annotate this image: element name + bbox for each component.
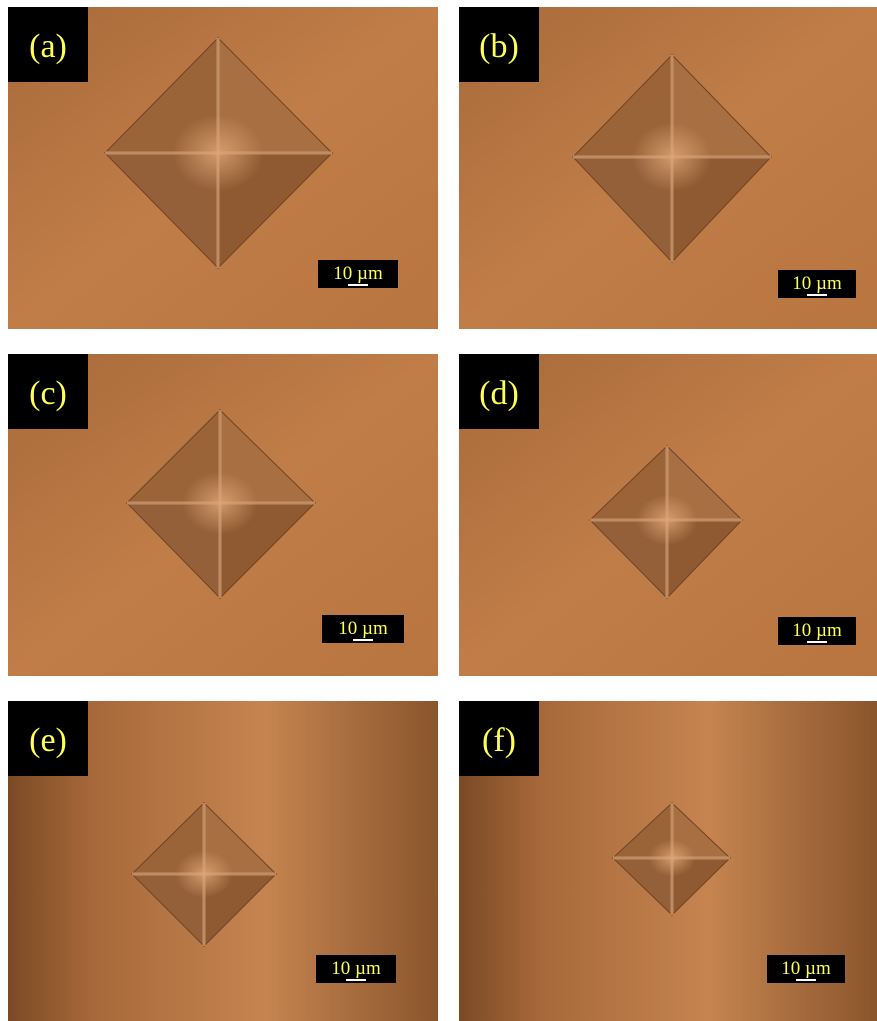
scale-label: 10 µm <box>792 273 842 294</box>
panel-label: (a) <box>29 28 67 65</box>
panel-label: (e) <box>29 722 67 759</box>
panel: (e) 10 µm <box>8 701 438 1021</box>
indent-center <box>649 839 696 876</box>
scale-label: 10 µm <box>781 958 831 979</box>
panel: (a) 10 µm <box>8 7 438 329</box>
indent-center <box>175 850 233 898</box>
scale-label: 10 µm <box>331 958 381 979</box>
panel: (b) 10 µm <box>459 7 877 329</box>
figure: (a) 10 µm (b) 10 µm (c) 10 µm (d) 10 µm (e) 10 µm… <box>0 0 877 1021</box>
scale-label: 10 µm <box>338 618 388 639</box>
panel-label: (c) <box>29 375 67 412</box>
panel-label: (f) <box>482 722 516 759</box>
indent-center <box>632 123 711 192</box>
panel: (f) 10 µm <box>459 701 877 1021</box>
panel: (d) 10 µm <box>459 354 877 676</box>
indent-center <box>637 495 698 546</box>
panel-label: (b) <box>479 28 519 65</box>
indent-center <box>173 115 264 192</box>
scale-label: 10 µm <box>792 620 842 641</box>
panel: (c) 10 µm <box>8 354 438 676</box>
indent-center <box>182 472 257 535</box>
panel-label: (d) <box>479 375 519 412</box>
scale-label: 10 µm <box>333 263 383 284</box>
